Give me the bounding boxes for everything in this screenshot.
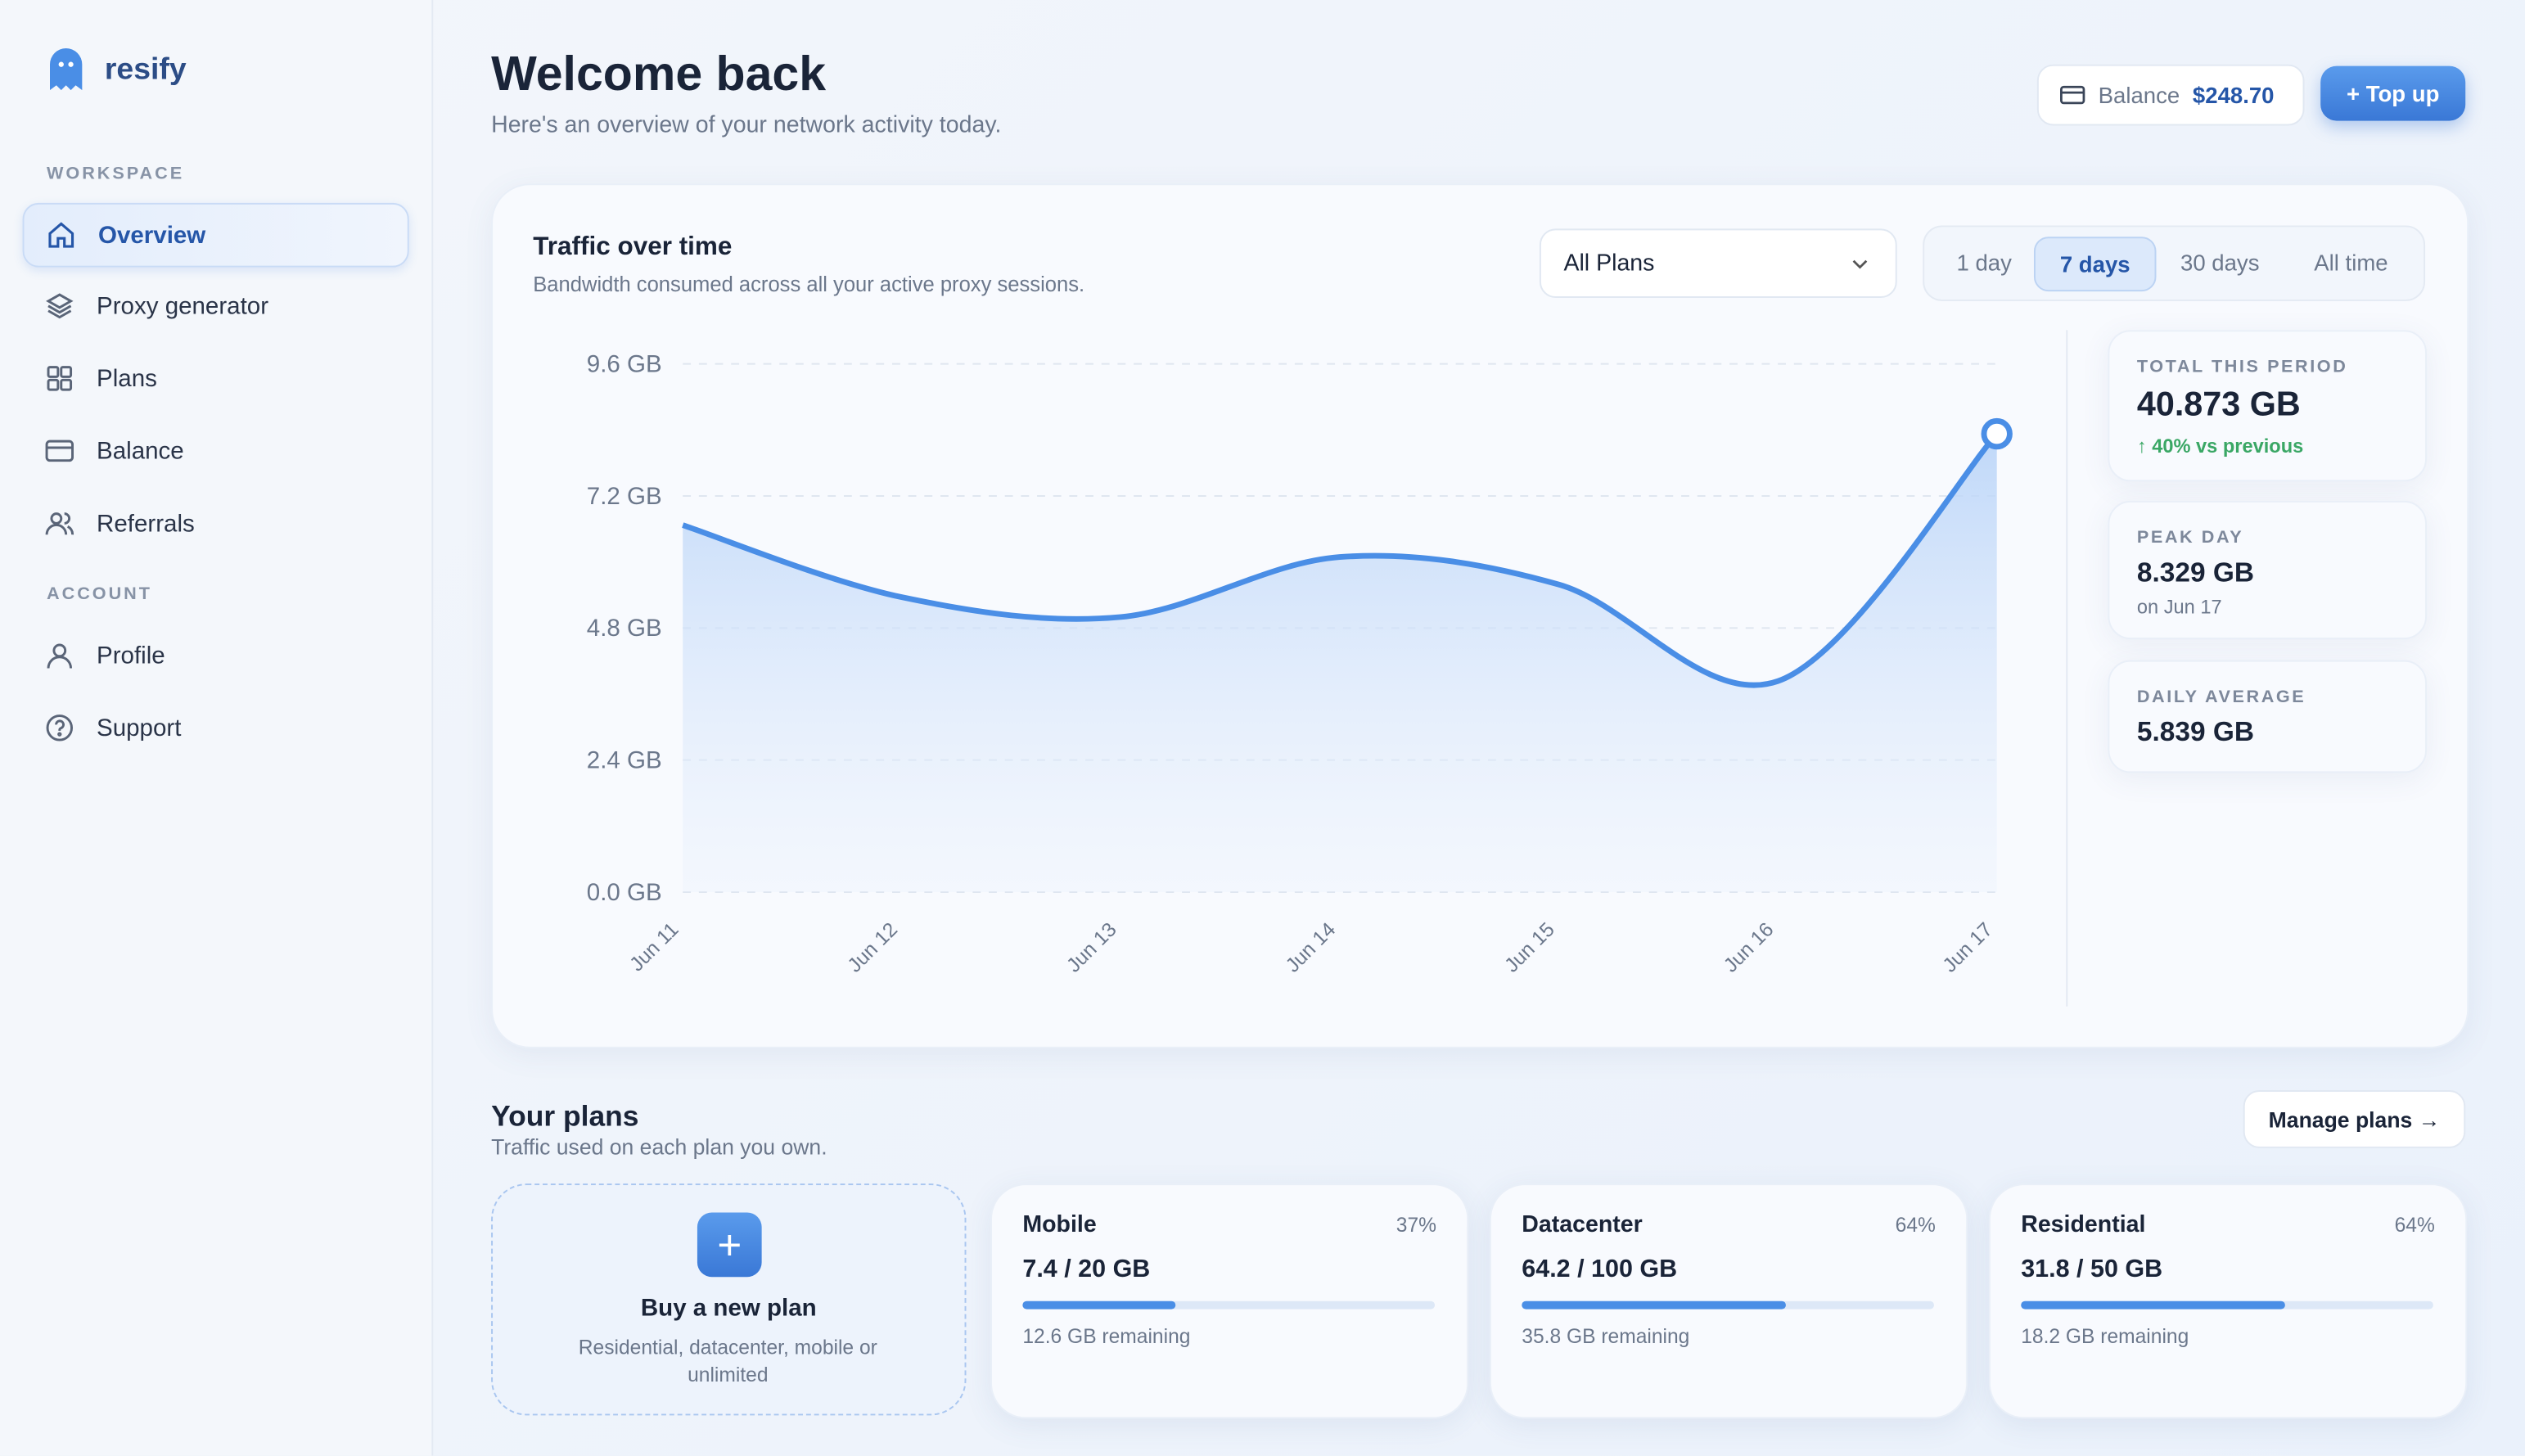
buy-plan-text: Residential, datacenter, mobile or unlim… xyxy=(578,1337,877,1387)
progress-bar xyxy=(1022,1300,1175,1309)
range-tabs: 1 day 7 days 30 days All time xyxy=(1923,225,2426,301)
plan-remaining: 35.8 GB remaining xyxy=(1522,1325,1690,1348)
page-subtitle: Here's an overview of your network activ… xyxy=(491,112,1002,139)
y-tick-label: 7.2 GB xyxy=(587,483,662,510)
buy-plan-title: Buy a new plan xyxy=(640,1294,817,1323)
nav-label: Proxy generator xyxy=(97,292,269,320)
plan-usage: 31.8 / 50 GB xyxy=(2021,1255,2163,1284)
line xyxy=(682,431,2000,688)
nav-label: Overview xyxy=(98,221,206,249)
stat-card: TOTAL THIS PERIOD 40.873 GB ↑ 40% vs pre… xyxy=(2108,330,2428,482)
plan-card: Residential 64% 31.8 / 50 GB 18.2 GB remain… xyxy=(1988,1183,2468,1419)
top-up-button[interactable]: + Top up xyxy=(2320,65,2466,121)
nav-label: Support xyxy=(97,714,182,742)
plan-card: Mobile 37% 7.4 / 20 GB 12.6 GB remaining xyxy=(990,1183,1469,1419)
chart-subtitle: Bandwidth consumed across all your activ… xyxy=(533,272,1085,297)
stat-label: PEAK DAY xyxy=(2136,528,2244,548)
nav-section: WORKSPACE xyxy=(47,164,185,184)
range-tab[interactable]: All time xyxy=(2314,249,2388,276)
plan-percent: 64% xyxy=(1895,1214,1936,1237)
nav-item[interactable]: Overview xyxy=(22,202,409,268)
page-title: Welcome back xyxy=(491,48,827,101)
line-chart: 0.0 GB 2.4 GB 4.8 GB 7.2 GB 9.6 GB Jun 11 Jun … xyxy=(587,350,2013,977)
point xyxy=(1981,417,2013,450)
range-tab-active[interactable]: 7 days xyxy=(2033,237,2157,292)
stat-note: on Jun 17 xyxy=(2136,595,2222,619)
area xyxy=(683,434,1997,892)
balance-label: Balance xyxy=(2098,82,2180,108)
stat-card: DAILY AVERAGE 5.839 GB xyxy=(2108,660,2428,773)
y-tick-label: 2.4 GB xyxy=(587,746,662,773)
y-tick-label: 9.6 GB xyxy=(587,350,662,377)
sidebar: resify WORKSPACE Overview Proxy generato… xyxy=(0,0,434,1456)
nav-item[interactable]: Plans xyxy=(23,348,406,409)
balance-chip: Balance $248.70 xyxy=(2036,64,2305,126)
x-tick-label: Jun 11 xyxy=(626,918,683,976)
brand: resify xyxy=(104,52,187,88)
stat-card: PEAK DAY 8.329 GB on Jun 17 xyxy=(2108,500,2428,640)
plan-select[interactable]: All Plans xyxy=(1539,228,1897,298)
range-tab[interactable]: 30 days xyxy=(2180,249,2260,276)
plan-card: Datacenter 64% 64.2 / 100 GB 35.8 GB remain… xyxy=(1489,1183,1968,1419)
nav-section: ACCOUNT xyxy=(47,584,152,604)
plan-percent: 64% xyxy=(2394,1214,2435,1237)
y-tick-label: 4.8 GB xyxy=(587,615,662,642)
x-tick-label: Jun 12 xyxy=(844,918,902,976)
nav-item[interactable]: Referrals xyxy=(23,493,406,554)
stat-label: DAILY AVERAGE xyxy=(2136,687,2306,707)
x-tick-label: Jun 15 xyxy=(1501,918,1559,976)
nav-label: Plans xyxy=(97,364,157,393)
nav-item[interactable]: Balance xyxy=(23,421,406,482)
chart-title: Traffic over time xyxy=(533,233,733,261)
stat-label: TOTAL THIS PERIOD xyxy=(2136,357,2348,377)
progress-bar xyxy=(1522,1300,1786,1309)
stat-note: ↑ 40% vs previous xyxy=(2136,435,2304,458)
plan-usage: 64.2 / 100 GB xyxy=(1522,1255,1678,1284)
stat-value: 8.329 GB xyxy=(2136,557,2255,588)
nav-item[interactable]: Profile xyxy=(23,624,406,686)
plan-usage: 7.4 / 20 GB xyxy=(1022,1255,1151,1284)
progress-track xyxy=(2021,1300,2433,1309)
section-title: Your plans xyxy=(491,1099,639,1133)
divider xyxy=(2066,330,2068,1007)
plan-name: Residential xyxy=(2021,1212,2146,1239)
plan-select-label: All Plans xyxy=(1563,250,1655,277)
nav-item[interactable]: Support xyxy=(23,697,406,759)
logo-icon xyxy=(49,48,83,91)
y-tick-label: 0.0 GB xyxy=(587,879,662,906)
range-tab[interactable]: 1 day xyxy=(1956,249,2012,276)
progress-track xyxy=(1022,1300,1436,1309)
plus-icon: + xyxy=(697,1212,762,1278)
nav-label: Referrals xyxy=(97,509,195,538)
plan-name: Mobile xyxy=(1022,1212,1097,1239)
x-tick-label: Jun 17 xyxy=(1939,918,1997,976)
x-tick-label: Jun 16 xyxy=(1720,918,1778,976)
x-tick-label: Jun 13 xyxy=(1062,918,1120,976)
plan-remaining: 12.6 GB remaining xyxy=(1022,1325,1191,1348)
nav-item[interactable]: Proxy generator xyxy=(23,275,406,336)
nav-label: Balance xyxy=(97,437,184,465)
balance-value: $248.70 xyxy=(2192,82,2275,108)
section-subtitle: Traffic used on each plan you own. xyxy=(491,1135,827,1160)
nav-label: Profile xyxy=(97,642,165,669)
plan-name: Datacenter xyxy=(1522,1212,1643,1239)
x-tick-label: Jun 14 xyxy=(1282,918,1340,976)
plan-remaining: 18.2 GB remaining xyxy=(2021,1325,2189,1348)
plan-percent: 37% xyxy=(1396,1214,1437,1237)
chart-card: Traffic over time Bandwidth consumed acr… xyxy=(491,183,2469,1048)
stat-value: 40.873 GB xyxy=(2136,386,2301,424)
manage-plans-button[interactable]: Manage plans → xyxy=(2243,1089,2466,1148)
stat-value: 5.839 GB xyxy=(2136,716,2255,747)
progress-bar xyxy=(2021,1300,2285,1309)
buy-plan-card[interactable]: + Buy a new plan Residential, datacenter… xyxy=(491,1183,967,1416)
progress-track xyxy=(1522,1300,1934,1309)
